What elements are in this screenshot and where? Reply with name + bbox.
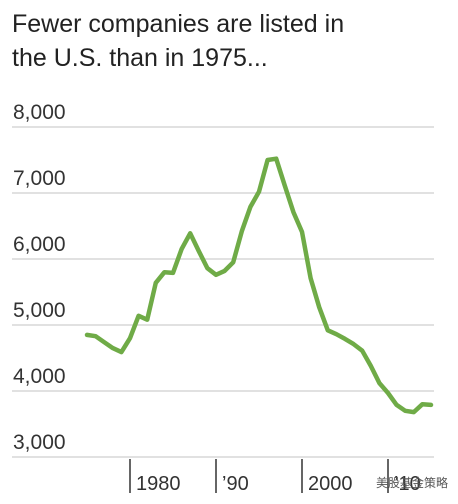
chart-title: Fewer companies are listed in	[12, 10, 344, 38]
watermark: 美股基金策略	[376, 475, 448, 490]
y-tick-label: 7,000	[13, 167, 66, 190]
data-line	[84, 156, 434, 415]
y-tick-label: 6,000	[13, 233, 66, 256]
y-tick-label: 5,000	[13, 299, 66, 322]
y-tick-label: 8,000	[13, 101, 66, 124]
chart-title: the U.S. than in 1975...	[12, 44, 268, 72]
x-tick-label: ’90	[222, 473, 249, 495]
grid: 3,000 4,000 5,000 6,000 7,000 8,000 1980 ’90 200…	[12, 101, 434, 495]
y-tick-label: 4,000	[13, 365, 66, 388]
x-tick-label: 1980	[136, 473, 181, 495]
x-tick-label: ’10	[394, 473, 421, 495]
y-tick-label: 3,000	[13, 431, 66, 454]
x-tick-label: 2000	[308, 473, 353, 495]
plot	[84, 156, 434, 415]
